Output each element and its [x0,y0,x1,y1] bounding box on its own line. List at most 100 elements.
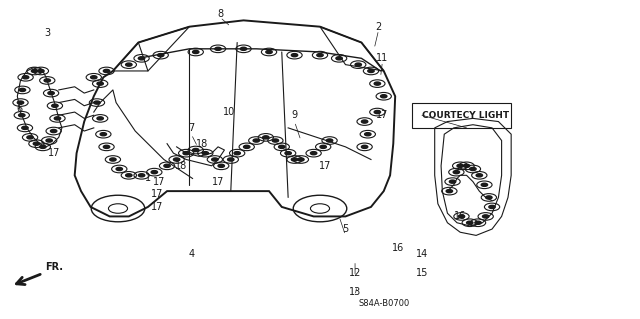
Circle shape [100,133,106,136]
Circle shape [475,221,481,224]
Text: 10: 10 [223,107,236,117]
Circle shape [33,142,40,145]
Circle shape [381,95,387,98]
Circle shape [164,164,170,167]
Text: 1: 1 [145,174,151,183]
Circle shape [125,63,132,66]
Text: 17: 17 [153,177,166,187]
Circle shape [285,152,291,155]
Circle shape [97,117,103,120]
Circle shape [183,152,189,155]
Circle shape [486,196,492,199]
Circle shape [46,139,52,142]
Circle shape [234,152,241,155]
Circle shape [202,152,209,155]
Circle shape [298,158,304,161]
Circle shape [481,183,488,186]
Text: 3: 3 [44,28,51,38]
Circle shape [489,205,495,209]
Circle shape [253,139,259,142]
Text: 17: 17 [319,161,332,171]
Circle shape [326,139,333,142]
Circle shape [116,167,122,171]
Circle shape [103,145,109,148]
Circle shape [157,54,164,57]
Circle shape [291,158,298,161]
Text: 13: 13 [349,287,361,297]
Circle shape [51,130,57,133]
Circle shape [19,88,26,92]
Circle shape [278,145,285,148]
Circle shape [40,145,46,148]
Circle shape [272,139,278,142]
Text: 7: 7 [188,123,195,133]
Circle shape [355,63,362,66]
Text: 18: 18 [196,139,208,149]
Text: 17: 17 [151,202,164,212]
Text: S84A-B0700: S84A-B0700 [358,299,410,308]
Circle shape [310,152,317,155]
Circle shape [374,82,381,85]
Circle shape [91,76,97,79]
Text: 17: 17 [376,110,388,120]
Circle shape [362,120,368,123]
Text: 17: 17 [151,189,164,199]
Text: 2: 2 [376,22,381,32]
Circle shape [138,57,145,60]
Circle shape [365,133,371,136]
Circle shape [244,145,250,148]
Circle shape [368,69,374,72]
Text: 17: 17 [47,148,60,158]
Circle shape [463,164,470,167]
Text: 11: 11 [376,53,388,63]
Circle shape [44,79,51,82]
Circle shape [103,69,109,72]
Circle shape [449,180,456,183]
Text: 18: 18 [175,161,188,171]
Circle shape [38,69,44,72]
Circle shape [173,158,180,161]
Circle shape [476,174,483,177]
Circle shape [31,69,38,72]
Circle shape [336,57,342,60]
Circle shape [467,221,473,224]
Circle shape [125,174,132,177]
Circle shape [266,50,272,54]
Circle shape [97,82,103,85]
Circle shape [228,158,234,161]
Text: 15: 15 [416,268,428,278]
Circle shape [458,215,465,218]
Text: 9: 9 [291,110,298,120]
Circle shape [317,54,323,57]
Circle shape [457,164,463,167]
Circle shape [54,117,61,120]
Text: FR.: FR. [45,262,63,272]
Text: 8: 8 [217,9,223,19]
Circle shape [52,104,58,107]
Circle shape [22,76,29,79]
Circle shape [48,92,54,95]
Circle shape [17,101,24,104]
Text: 12: 12 [349,268,361,278]
Text: 14: 14 [416,249,428,259]
Circle shape [483,215,489,218]
Circle shape [215,47,221,50]
Circle shape [138,174,145,177]
Circle shape [453,171,460,174]
Circle shape [27,136,33,139]
Text: 5: 5 [342,224,349,234]
Text: 16: 16 [454,211,467,221]
Circle shape [94,101,100,104]
Circle shape [218,164,225,167]
Circle shape [446,189,452,193]
Circle shape [470,167,476,171]
Circle shape [374,110,381,114]
Circle shape [151,171,157,174]
Text: 4: 4 [188,249,195,259]
Circle shape [291,54,298,57]
Circle shape [262,136,269,139]
Circle shape [193,50,199,54]
Circle shape [320,145,326,148]
Circle shape [22,126,28,130]
Circle shape [193,148,199,152]
